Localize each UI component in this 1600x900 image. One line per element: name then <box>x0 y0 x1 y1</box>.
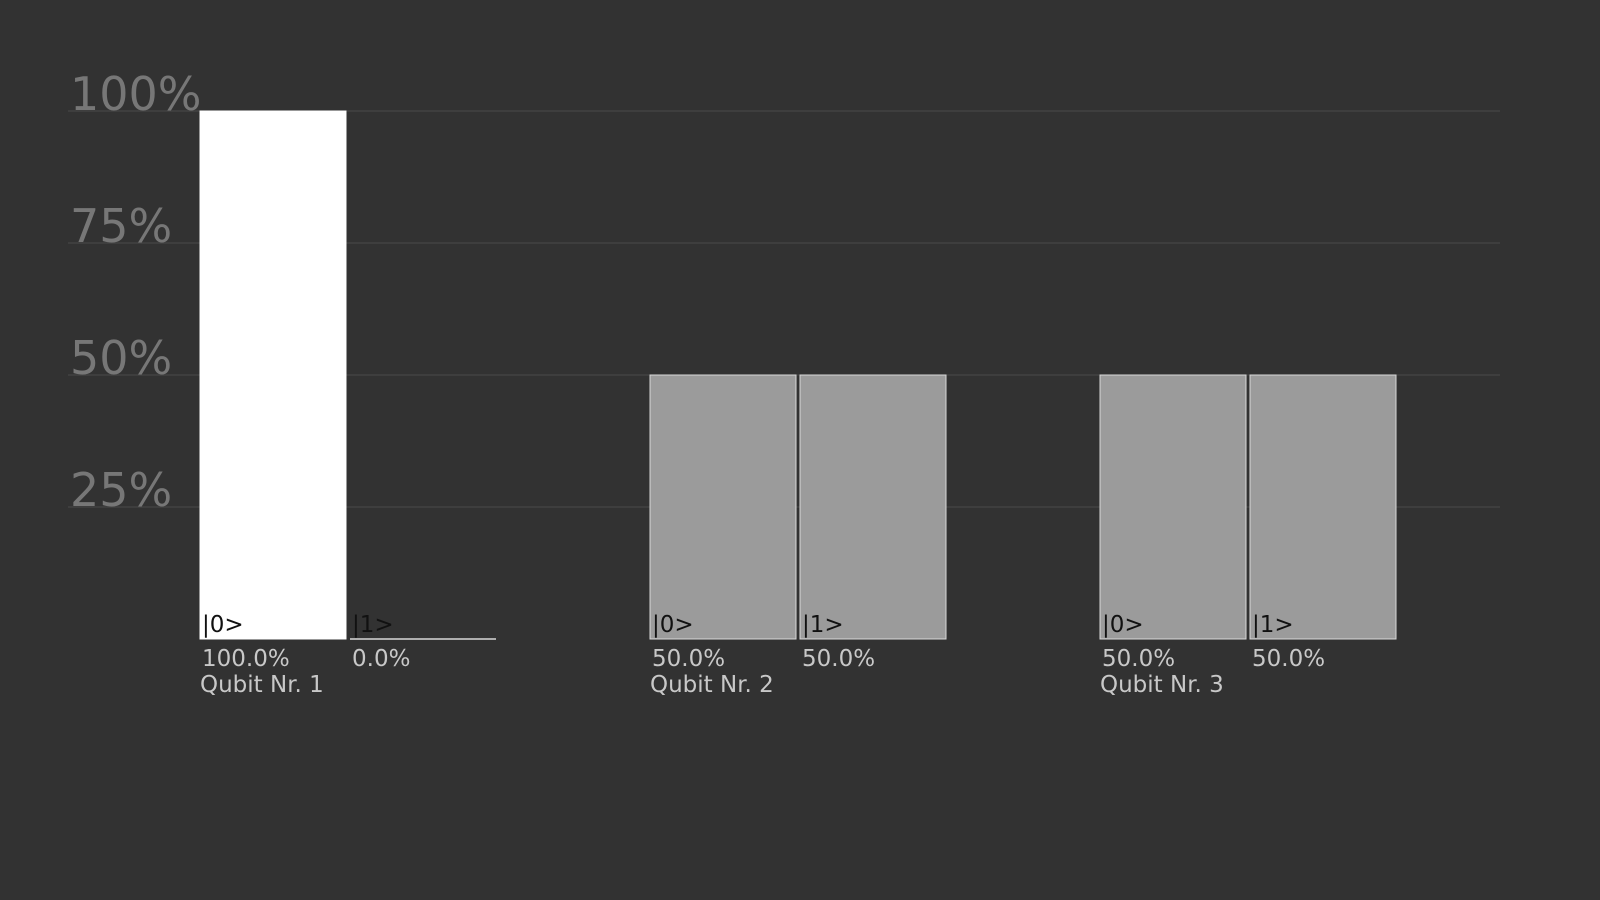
bar <box>649 374 797 640</box>
bar-value-label: 100.0% <box>202 646 290 672</box>
qubit-group-label: Qubit Nr. 3 <box>1100 672 1224 698</box>
bar-state-label: |0> <box>202 612 244 638</box>
y-axis-ticks: 100% 75% 50% 25% <box>70 67 202 517</box>
bar <box>799 374 947 640</box>
bar <box>199 110 347 640</box>
bar-value-label: 50.0% <box>652 646 725 672</box>
y-tick-label: 25% <box>70 463 172 517</box>
bar-state-label: |1> <box>1252 612 1294 638</box>
bar <box>1099 374 1247 640</box>
bars <box>199 110 1397 640</box>
y-tick-label: 100% <box>70 67 202 121</box>
bar-state-label: |1> <box>802 612 844 638</box>
bar <box>1249 374 1397 640</box>
bar-state-label: |0> <box>1102 612 1144 638</box>
qubit-group-label: Qubit Nr. 2 <box>650 672 774 698</box>
bar-state-label: |1> <box>352 612 394 638</box>
bar-value-label: 50.0% <box>1252 646 1325 672</box>
bar-value-label: 50.0% <box>1102 646 1175 672</box>
y-tick-label: 50% <box>70 331 172 385</box>
bar-state-label: |0> <box>652 612 694 638</box>
bar-value-label: 0.0% <box>352 646 410 672</box>
bar-value-label: 50.0% <box>802 646 875 672</box>
qubit-group-label: Qubit Nr. 1 <box>200 672 324 698</box>
y-tick-label: 75% <box>70 199 172 253</box>
bar-labels: |0> 100.0% |1> 0.0% Qubit Nr. 1 |0> 50.0% |1> 50… <box>200 612 1325 698</box>
